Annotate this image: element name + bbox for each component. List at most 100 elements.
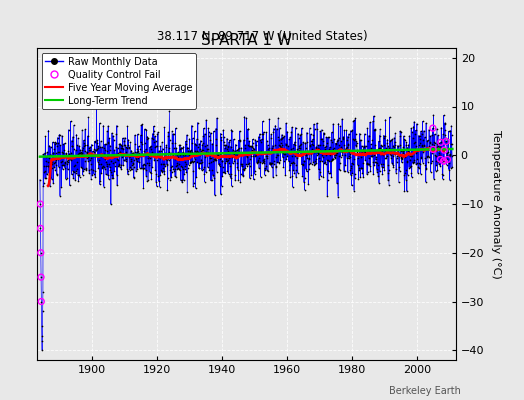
Point (237, 144, 246, 151)
Point (162, 156, 170, 163)
Point (135, 159, 143, 166)
Point (79, 142, 88, 149)
Point (431, 131, 439, 137)
Point (370, 162, 378, 169)
Point (325, 158, 333, 164)
Point (371, 142, 379, 148)
Point (364, 138, 373, 144)
Point (267, 131, 276, 137)
Point (443, 150, 451, 156)
Point (301, 174, 309, 181)
Point (111, 153, 119, 159)
Point (108, 160, 117, 166)
Point (248, 144, 256, 150)
Point (176, 151, 184, 158)
Point (187, 147, 195, 153)
Point (107, 201, 115, 208)
Point (179, 166, 188, 172)
Point (128, 161, 137, 167)
Point (334, 120, 343, 127)
Point (289, 166, 298, 173)
Point (137, 164, 146, 171)
Point (413, 147, 422, 154)
Point (81, 158, 90, 164)
Point (227, 183, 236, 189)
Point (221, 160, 229, 166)
Point (364, 169, 372, 175)
Point (54, 140, 62, 146)
Point (67, 157, 75, 163)
Point (344, 169, 352, 175)
Point (61, 176, 70, 182)
Point (167, 164, 175, 170)
Point (345, 153, 354, 160)
Point (364, 161, 373, 168)
Point (429, 112, 438, 118)
Point (51, 167, 59, 173)
Point (359, 174, 367, 180)
Point (304, 161, 313, 168)
Point (216, 191, 225, 198)
Point (270, 148, 279, 154)
Point (356, 165, 365, 172)
Point (383, 152, 391, 159)
Point (193, 143, 202, 150)
Point (198, 167, 206, 173)
Point (420, 146, 428, 152)
Point (141, 146, 150, 152)
Point (93, 146, 101, 152)
Point (116, 142, 125, 148)
Point (442, 158, 451, 164)
Point (220, 169, 228, 175)
Point (299, 161, 307, 168)
Point (119, 146, 127, 152)
Point (129, 160, 137, 167)
Point (113, 122, 121, 129)
Point (375, 145, 384, 151)
Point (380, 166, 389, 173)
Point (325, 146, 334, 152)
Point (416, 133, 424, 139)
Point (210, 156, 218, 163)
Point (383, 148, 391, 155)
Point (354, 162, 362, 168)
Point (50, 160, 58, 166)
Point (324, 156, 332, 163)
Point (407, 170, 416, 176)
Point (264, 146, 272, 152)
Point (425, 140, 434, 146)
Point (227, 143, 235, 150)
Point (90, 149, 99, 155)
Point (104, 139, 113, 145)
Point (279, 150, 287, 156)
Point (363, 160, 371, 167)
Point (441, 135, 450, 141)
Point (414, 132, 423, 139)
Point (110, 168, 118, 174)
Point (289, 159, 297, 165)
Point (297, 161, 305, 168)
Point (365, 146, 374, 153)
Point (255, 165, 263, 171)
Point (226, 162, 234, 169)
Point (319, 142, 328, 148)
Point (286, 162, 294, 168)
Point (272, 126, 281, 132)
Point (297, 130, 305, 137)
Point (172, 173, 180, 180)
Point (269, 149, 277, 155)
Point (313, 120, 321, 126)
Point (248, 140, 257, 146)
Point (181, 165, 189, 172)
Point (111, 159, 119, 166)
Point (66, 153, 74, 160)
Point (410, 159, 419, 165)
Point (425, 139, 434, 146)
Point (404, 150, 412, 157)
Point (315, 142, 324, 148)
Point (138, 121, 147, 128)
Point (53, 142, 61, 149)
Point (238, 163, 246, 170)
Point (212, 136, 221, 142)
Point (217, 183, 226, 189)
